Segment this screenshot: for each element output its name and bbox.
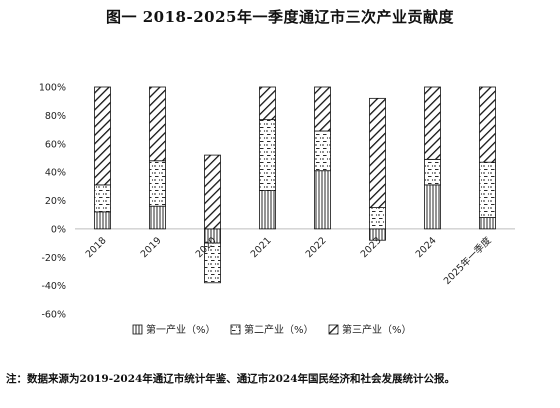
y-tick-label: 60%: [45, 139, 66, 150]
bar-segment: [94, 184, 111, 213]
bar-segment: [314, 86, 331, 132]
y-tick-label: 40%: [45, 168, 66, 179]
bar-segment: [149, 160, 166, 207]
bar-segment: [479, 217, 496, 230]
legend-label: 第二产业（%）: [244, 323, 314, 336]
x-tick-label: 2018: [84, 235, 109, 260]
bar-segment: [204, 154, 221, 230]
y-tick-label: 100%: [39, 83, 66, 94]
y-axis: -60% -40% -20% 0% 20% 40% 60% 80% 100%: [39, 83, 515, 321]
bars: [94, 86, 496, 284]
bar-segment: [424, 184, 441, 230]
x-tick-label: 2021: [249, 235, 274, 260]
bar-segment: [314, 170, 331, 230]
bar-segment: [149, 205, 166, 230]
bar-segment: [314, 130, 331, 172]
bar-chart: -60% -40% -20% 0% 20% 40% 60% 80% 100% 2018 2019 2…: [39, 83, 515, 336]
bar-segment: [204, 242, 221, 284]
x-tick-label: 2022: [304, 235, 329, 260]
bar-segment: [259, 119, 276, 191]
bar-segment: [259, 86, 276, 121]
y-tick-label: -60%: [41, 310, 66, 321]
legend-label: 第三产业（%）: [342, 323, 412, 336]
legend-swatch: [230, 324, 241, 335]
bar-segment: [424, 158, 441, 186]
y-tick-label: 80%: [45, 111, 66, 122]
legend-swatch: [132, 324, 143, 335]
x-tick-label: 2019: [139, 235, 164, 260]
bar-segment: [369, 97, 386, 208]
legend-label: 第一产业（%）: [146, 323, 216, 336]
y-tick-label: 0%: [51, 224, 66, 235]
chart-title: 图一 2018-2025年一季度通辽市三次产业贡献度: [106, 8, 454, 26]
y-tick-label: -40%: [41, 281, 66, 292]
bar-segment: [94, 211, 111, 230]
y-tick-label: 20%: [45, 196, 66, 207]
x-tick-label: 2024: [414, 235, 439, 260]
bar-segment: [259, 190, 276, 230]
x-tick-label: 2025年一季度: [441, 234, 494, 287]
legend: 第一产业（%） 第二产业（%） 第三产业（%）: [132, 323, 412, 336]
source-note: 注：数据来源为2019-2024年通辽市统计年鉴、通辽市2024年国民经济和社会…: [6, 373, 456, 385]
bar-segment: [479, 86, 496, 163]
bar-segment: [94, 86, 111, 186]
bar-segment: [479, 161, 496, 218]
legend-swatch: [328, 324, 339, 335]
bar-segment: [369, 207, 386, 230]
y-tick-label: -20%: [41, 253, 66, 264]
bar-segment: [424, 86, 441, 160]
x-axis: 2018 2019 2020 2021 2022 2023 2024 2025年一季度: [84, 234, 494, 287]
bar-segment: [149, 86, 166, 162]
